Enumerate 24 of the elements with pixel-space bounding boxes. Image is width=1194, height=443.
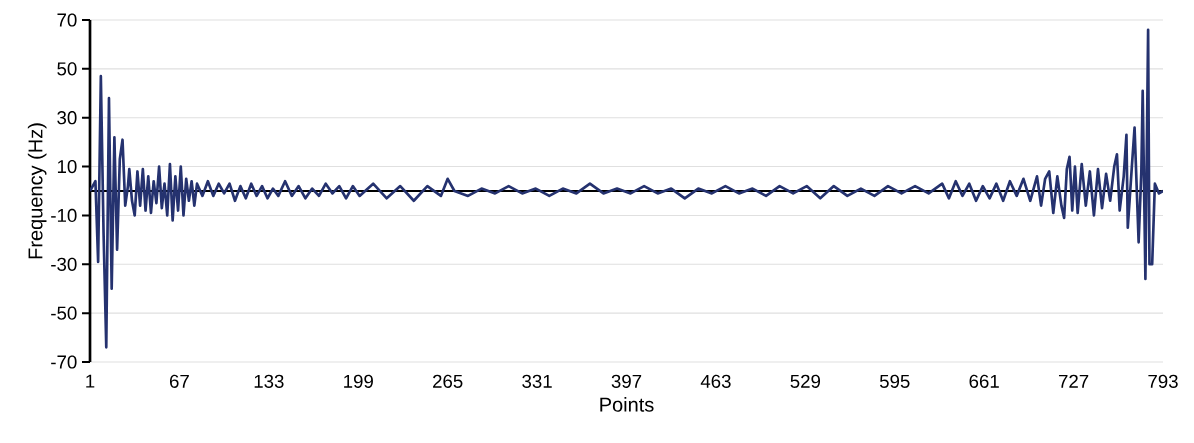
x-tick-label: 661 xyxy=(969,374,999,388)
y-tick-label: 10 xyxy=(57,159,77,174)
y-tick-label: 50 xyxy=(57,62,77,76)
x-tick-label: 1 xyxy=(86,374,95,388)
y-tick-label: -30 xyxy=(51,257,77,271)
y-tick-label: -70 xyxy=(51,355,77,369)
x-tick-label: 595 xyxy=(879,374,910,388)
x-tick-label: 199 xyxy=(344,374,373,388)
x-tick-label: 133 xyxy=(254,374,284,388)
x-tick-label: 793 xyxy=(1148,374,1178,388)
y-tick-label: -50 xyxy=(51,306,77,320)
y-tick-label: 30 xyxy=(57,111,77,125)
x-tick-label: 331 xyxy=(522,374,552,388)
x-tick-label: 727 xyxy=(1058,374,1089,388)
x-tick-label: 397 xyxy=(611,374,642,388)
x-axis-title: Points xyxy=(600,397,654,412)
x-tick-label: 265 xyxy=(433,374,463,388)
x-tick-label: 529 xyxy=(790,374,821,388)
y-axis-title: Frequency (Hz) xyxy=(27,123,47,259)
x-tick-label: 67 xyxy=(169,374,189,388)
line-series xyxy=(90,28,1164,349)
y-tick-label: 70 xyxy=(57,13,77,27)
x-tick-label: 463 xyxy=(700,374,731,388)
y-tick-label: -10 xyxy=(51,208,77,223)
